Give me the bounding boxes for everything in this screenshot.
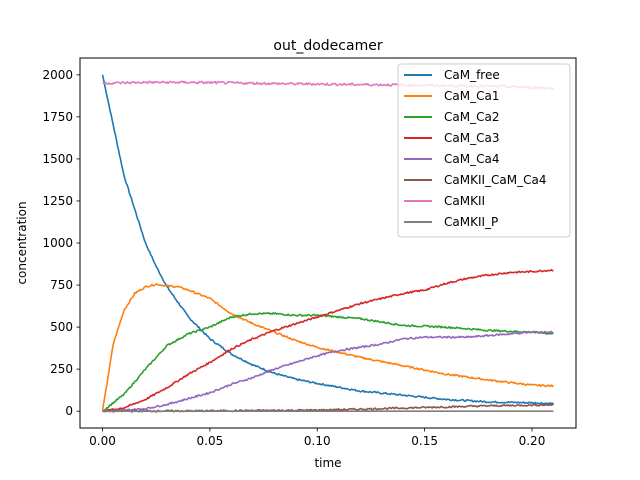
y-tick-label: 500 <box>50 320 73 334</box>
y-tick-label: 750 <box>50 278 73 292</box>
y-axis-title: concentration <box>15 201 29 284</box>
y-tick-label: 1000 <box>42 236 73 250</box>
y-tick-label: 1250 <box>42 194 73 208</box>
y-axis: 0 250 500 750 1000 1250 1500 1750 2000 <box>42 68 80 418</box>
series-line-cam-ca2 <box>102 312 554 412</box>
y-tick-label: 1750 <box>42 110 73 124</box>
legend-label: CaM_Ca3 <box>444 131 499 145</box>
x-axis-title: time <box>314 456 341 470</box>
legend: CaM_free CaM_Ca1 CaM_Ca2 CaM_Ca3 CaM_Ca4 CaMK… <box>397 63 571 238</box>
legend-label: CaM_Ca1 <box>444 89 499 103</box>
x-tick-label: 0.20 <box>519 434 546 448</box>
legend-label: CaMKII_CaM_Ca4 <box>444 173 547 187</box>
series-line-cam-ca3 <box>102 268 554 413</box>
x-axis: 0.00 0.05 0.10 0.15 0.20 <box>89 428 545 448</box>
legend-label: CaM_Ca4 <box>444 152 499 166</box>
legend-label: CaMKII <box>444 194 485 208</box>
legend-label: CaM_free <box>444 68 500 82</box>
x-tick-label: 0.10 <box>304 434 331 448</box>
y-tick-label: 250 <box>50 362 73 376</box>
x-tick-label: 0.15 <box>411 434 438 448</box>
x-tick-label: 0.00 <box>89 434 116 448</box>
legend-box <box>397 63 571 238</box>
chart-title: out_dodecamer <box>273 38 382 54</box>
x-tick-label: 0.05 <box>197 434 224 448</box>
series-line-cam-ca4 <box>102 330 554 413</box>
y-tick-label: 1500 <box>42 152 73 166</box>
y-tick-label: 2000 <box>42 68 73 82</box>
legend-label: CaM_Ca2 <box>444 110 499 124</box>
legend-label: CaMKII_P <box>444 215 498 229</box>
series-line-cam-free <box>101 74 555 406</box>
series-line-cam-ca1 <box>101 283 555 412</box>
y-tick-label: 0 <box>65 404 73 418</box>
